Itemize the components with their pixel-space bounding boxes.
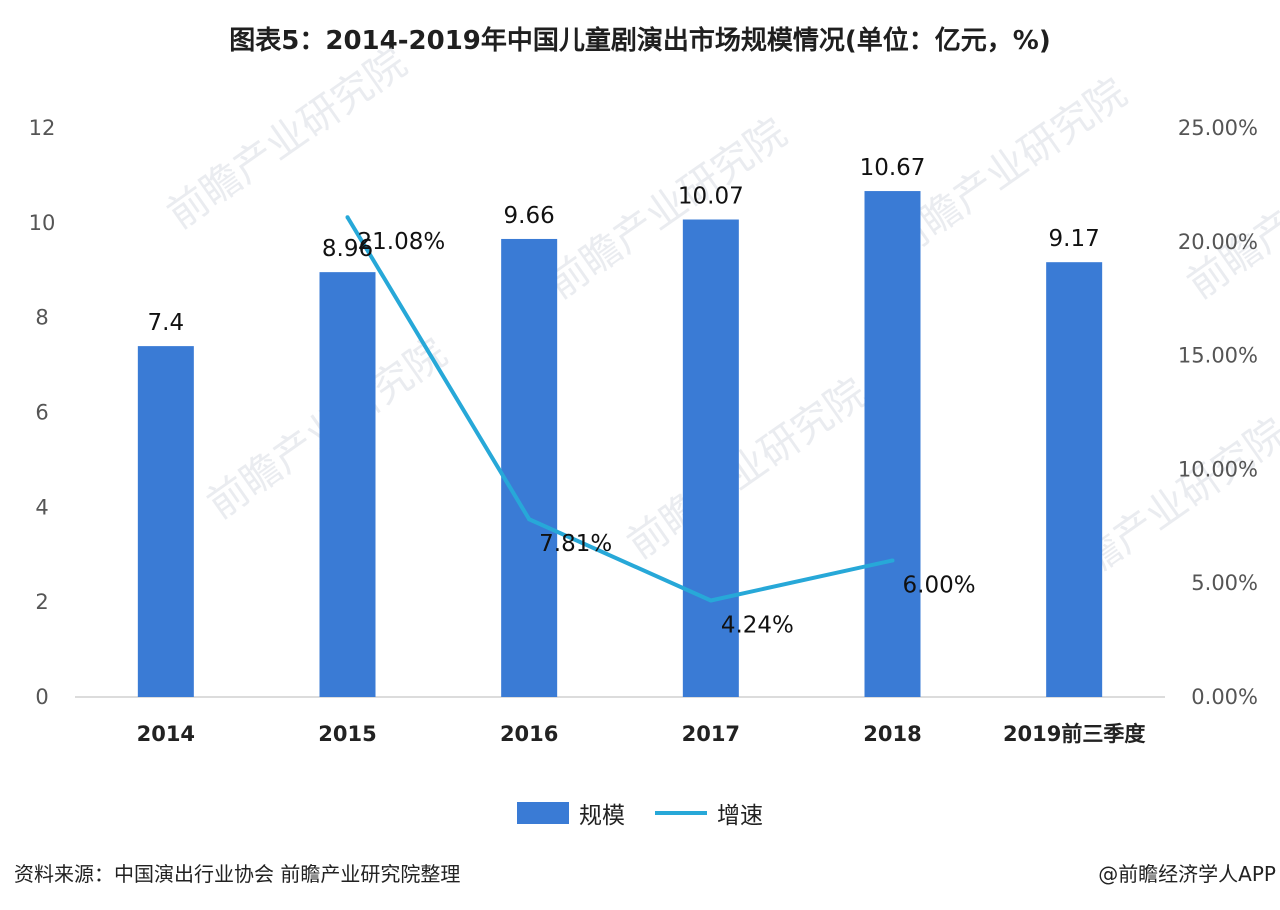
y-right-tick-label: 20.00% (1178, 230, 1258, 254)
bar-value-label: 9.17 (1049, 226, 1100, 252)
bar-2016 (501, 238, 558, 697)
y-left-tick-label: 0 (35, 685, 48, 709)
growth-value-label: 21.08% (358, 229, 446, 255)
bar-value-label: 7.4 (148, 310, 185, 336)
y-right-tick-label: 0.00% (1191, 685, 1258, 709)
y-left-tick-label: 4 (35, 495, 48, 519)
x-tick-label: 2019前三季度 (1003, 722, 1145, 746)
y-right-tick-label: 25.00% (1178, 116, 1258, 140)
x-tick-label: 2018 (863, 722, 921, 746)
watermark-text: 前瞻产业研究院 (539, 110, 795, 308)
y-left-tick-label: 8 (35, 306, 48, 330)
bar-value-label: 9.66 (504, 203, 555, 229)
legend-item-line: 增速 (655, 796, 763, 830)
x-tick-label: 2015 (318, 722, 376, 746)
legend: 规模 增速 (0, 796, 1280, 830)
bar-2014 (137, 346, 194, 697)
bar-value-label: 10.67 (860, 155, 926, 181)
legend-bar-swatch (517, 802, 569, 824)
source-note: 资料来源：中国演出行业协会 前瞻产业研究院整理 (14, 862, 461, 886)
legend-line-label: 增速 (717, 803, 763, 829)
bar-2017 (682, 219, 739, 697)
y-right-tick-label: 5.00% (1191, 571, 1258, 595)
growth-value-label: 6.00% (903, 572, 976, 598)
watermark-text: 前瞻产业研究院 (619, 370, 875, 568)
legend-item-bar: 规模 (517, 796, 625, 830)
x-tick-label: 2014 (137, 722, 195, 746)
bar-2018 (864, 191, 921, 698)
bar-2015 (319, 272, 376, 697)
y-left-tick-label: 2 (35, 590, 48, 614)
growth-point (345, 215, 350, 220)
growth-line (345, 216, 893, 603)
x-tick-label: 2016 (500, 722, 558, 746)
chart-title: 图表5：2014-2019年中国儿童剧演出市场规模情况(单位：亿元，%) (229, 26, 1051, 56)
y-right-tick-label: 15.00% (1178, 344, 1258, 368)
growth-point (527, 517, 532, 522)
line-layer (345, 215, 895, 603)
legend-line-swatch (655, 811, 707, 815)
x-tick-label: 2017 (682, 722, 740, 746)
y-right-tick-label: 10.00% (1178, 457, 1258, 481)
growth-point (890, 558, 895, 563)
y-left-tick-label: 6 (35, 401, 48, 425)
credit-note: @前瞻经济学人APP (1098, 862, 1276, 886)
data-label-layer: 7.4 8.96 9.66 10.07 10.67 9.17 21.08% 7.81% 4.24… (148, 155, 1100, 638)
bar-layer (137, 191, 1103, 698)
y-left-tick-label: 10 (29, 211, 56, 235)
bar-value-label: 10.07 (678, 184, 744, 210)
growth-value-label: 7.81% (539, 531, 612, 557)
y-left-tick-label: 12 (29, 116, 56, 140)
bar-value-label: 8.96 (322, 236, 373, 262)
growth-value-label: 4.24% (721, 612, 794, 638)
growth-point (708, 598, 713, 603)
legend-bar-label: 规模 (579, 803, 625, 829)
watermark-text: 前瞻产业研究院 (159, 40, 415, 238)
bar-2019前三季度 (1046, 262, 1103, 697)
axis-layer: 0 2 4 6 8 10 12 0.00% 5.00% 10.00% 15.00% 20.00% 25.… (29, 116, 1258, 746)
